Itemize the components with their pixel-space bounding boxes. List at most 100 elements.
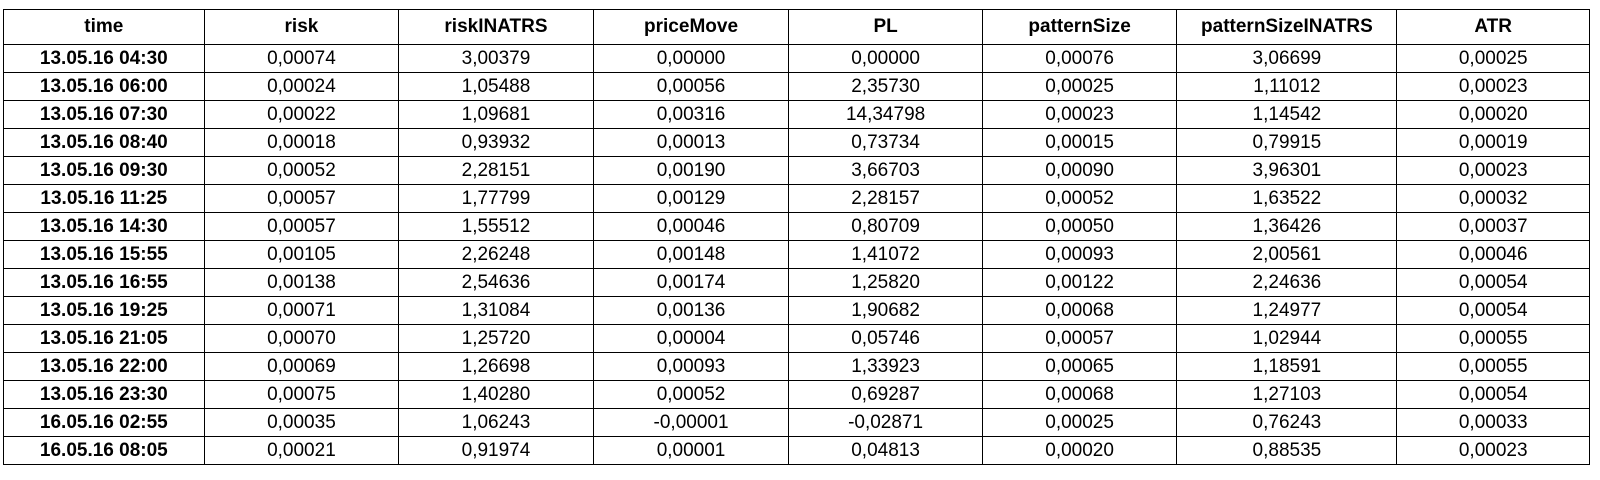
cell-time: 13.05.16 07:30 bbox=[3, 100, 205, 129]
cell-patternsize: 0,00068 bbox=[981, 380, 1178, 409]
cell-time: 13.05.16 04:30 bbox=[3, 44, 205, 73]
column-header-pl[interactable]: PL bbox=[788, 9, 983, 45]
cell-atr: 0,00023 bbox=[1396, 72, 1590, 101]
cell-pricemove: 0,00052 bbox=[592, 380, 790, 409]
cell-riskinatrs: 1,25720 bbox=[398, 324, 594, 353]
table-row: 13.05.16 19:25 0,00071 1,31084 0,00136 1,906… bbox=[3, 296, 1590, 325]
table-body: 13.05.16 04:30 0,00074 3,00379 0,00000 0,000… bbox=[3, 44, 1590, 465]
cell-pl: 3,66703 bbox=[788, 156, 983, 185]
cell-patternsizeinatrs: 0,79915 bbox=[1176, 128, 1398, 157]
cell-atr: 0,00032 bbox=[1396, 184, 1590, 213]
cell-patternsizeinatrs: 0,88535 bbox=[1176, 436, 1398, 465]
cell-atr: 0,00023 bbox=[1396, 156, 1590, 185]
cell-patternsizeinatrs: 1,24977 bbox=[1176, 296, 1398, 325]
cell-pl: 2,35730 bbox=[788, 72, 983, 101]
table-row: 13.05.16 16:55 0,00138 2,54636 0,00174 1,258… bbox=[3, 268, 1590, 297]
cell-risk: 0,00022 bbox=[203, 100, 400, 129]
cell-patternsize: 0,00025 bbox=[981, 72, 1178, 101]
cell-patternsize: 0,00015 bbox=[981, 128, 1178, 157]
column-header-atr[interactable]: ATR bbox=[1396, 9, 1590, 45]
cell-patternsize: 0,00050 bbox=[981, 212, 1178, 241]
cell-patternsize: 0,00068 bbox=[981, 296, 1178, 325]
table-row: 13.05.16 14:30 0,00057 1,55512 0,00046 0,807… bbox=[3, 212, 1590, 241]
cell-risk: 0,00070 bbox=[203, 324, 400, 353]
cell-patternsize: 0,00090 bbox=[981, 156, 1178, 185]
cell-atr: 0,00023 bbox=[1396, 436, 1590, 465]
cell-risk: 0,00021 bbox=[203, 436, 400, 465]
cell-riskinatrs: 0,91974 bbox=[398, 436, 594, 465]
column-header-pricemove[interactable]: priceMove bbox=[592, 9, 790, 45]
cell-patternsizeinatrs: 1,63522 bbox=[1176, 184, 1398, 213]
cell-time: 13.05.16 23:30 bbox=[3, 380, 205, 409]
cell-risk: 0,00018 bbox=[203, 128, 400, 157]
cell-riskinatrs: 0,93932 bbox=[398, 128, 594, 157]
cell-pl: 14,34798 bbox=[788, 100, 983, 129]
table-row: 13.05.16 15:55 0,00105 2,26248 0,00148 1,410… bbox=[3, 240, 1590, 269]
table-row: 13.05.16 22:00 0,00069 1,26698 0,00093 1,339… bbox=[3, 352, 1590, 381]
cell-pricemove: 0,00174 bbox=[592, 268, 790, 297]
table-row: 13.05.16 08:40 0,00018 0,93932 0,00013 0,737… bbox=[3, 128, 1590, 157]
cell-risk: 0,00024 bbox=[203, 72, 400, 101]
cell-pricemove: 0,00004 bbox=[592, 324, 790, 353]
table-row: 13.05.16 11:25 0,00057 1,77799 0,00129 2,281… bbox=[3, 184, 1590, 213]
cell-time: 13.05.16 14:30 bbox=[3, 212, 205, 241]
column-header-patternsize[interactable]: patternSize bbox=[981, 9, 1178, 45]
column-header-time[interactable]: time bbox=[3, 9, 205, 45]
cell-time: 13.05.16 22:00 bbox=[3, 352, 205, 381]
cell-risk: 0,00074 bbox=[203, 44, 400, 73]
cell-riskinatrs: 1,06243 bbox=[398, 408, 594, 437]
cell-pl: 0,05746 bbox=[788, 324, 983, 353]
cell-pl: 1,41072 bbox=[788, 240, 983, 269]
cell-pl: 0,80709 bbox=[788, 212, 983, 241]
table-row: 13.05.16 21:05 0,00070 1,25720 0,00004 0,057… bbox=[3, 324, 1590, 353]
cell-pricemove: 0,00056 bbox=[592, 72, 790, 101]
data-table: time risk riskINATRS priceMove PL patter… bbox=[3, 9, 1590, 465]
cell-pricemove: 0,00316 bbox=[592, 100, 790, 129]
cell-patternsizeinatrs: 3,06699 bbox=[1176, 44, 1398, 73]
cell-patternsizeinatrs: 1,11012 bbox=[1176, 72, 1398, 101]
column-header-patternsizeinatrs[interactable]: patternSizeINATRS bbox=[1176, 9, 1398, 45]
cell-pl: 0,69287 bbox=[788, 380, 983, 409]
table-row: 16.05.16 08:05 0,00021 0,91974 0,00001 0,048… bbox=[3, 436, 1590, 465]
cell-atr: 0,00020 bbox=[1396, 100, 1590, 129]
cell-riskinatrs: 1,31084 bbox=[398, 296, 594, 325]
cell-time: 16.05.16 02:55 bbox=[3, 408, 205, 437]
cell-risk: 0,00138 bbox=[203, 268, 400, 297]
cell-time: 16.05.16 08:05 bbox=[3, 436, 205, 465]
cell-atr: 0,00046 bbox=[1396, 240, 1590, 269]
table-row: 13.05.16 23:30 0,00075 1,40280 0,00052 0,692… bbox=[3, 380, 1590, 409]
cell-time: 13.05.16 09:30 bbox=[3, 156, 205, 185]
cell-pl: 1,25820 bbox=[788, 268, 983, 297]
cell-time: 13.05.16 06:00 bbox=[3, 72, 205, 101]
cell-risk: 0,00057 bbox=[203, 212, 400, 241]
cell-patternsize: 0,00065 bbox=[981, 352, 1178, 381]
cell-atr: 0,00054 bbox=[1396, 380, 1590, 409]
cell-time: 13.05.16 11:25 bbox=[3, 184, 205, 213]
cell-riskinatrs: 1,26698 bbox=[398, 352, 594, 381]
column-header-riskinatrs[interactable]: riskINATRS bbox=[398, 9, 594, 45]
cell-patternsizeinatrs: 1,27103 bbox=[1176, 380, 1398, 409]
cell-atr: 0,00037 bbox=[1396, 212, 1590, 241]
cell-pricemove: 0,00093 bbox=[592, 352, 790, 381]
header-row: time risk riskINATRS priceMove PL patter… bbox=[3, 9, 1590, 45]
cell-patternsize: 0,00076 bbox=[981, 44, 1178, 73]
cell-riskinatrs: 2,54636 bbox=[398, 268, 594, 297]
cell-atr: 0,00033 bbox=[1396, 408, 1590, 437]
cell-riskinatrs: 1,09681 bbox=[398, 100, 594, 129]
cell-pricemove: 0,00000 bbox=[592, 44, 790, 73]
cell-risk: 0,00057 bbox=[203, 184, 400, 213]
cell-riskinatrs: 1,55512 bbox=[398, 212, 594, 241]
cell-pricemove: 0,00001 bbox=[592, 436, 790, 465]
cell-patternsizeinatrs: 3,96301 bbox=[1176, 156, 1398, 185]
cell-time: 13.05.16 15:55 bbox=[3, 240, 205, 269]
cell-risk: 0,00071 bbox=[203, 296, 400, 325]
cell-patternsize: 0,00020 bbox=[981, 436, 1178, 465]
cell-pricemove: 0,00190 bbox=[592, 156, 790, 185]
cell-risk: 0,00069 bbox=[203, 352, 400, 381]
table-header: time risk riskINATRS priceMove PL patter… bbox=[3, 9, 1590, 45]
cell-patternsize: 0,00052 bbox=[981, 184, 1178, 213]
cell-riskinatrs: 1,77799 bbox=[398, 184, 594, 213]
cell-pl: 0,73734 bbox=[788, 128, 983, 157]
cell-pricemove: 0,00046 bbox=[592, 212, 790, 241]
column-header-risk[interactable]: risk bbox=[203, 9, 400, 45]
